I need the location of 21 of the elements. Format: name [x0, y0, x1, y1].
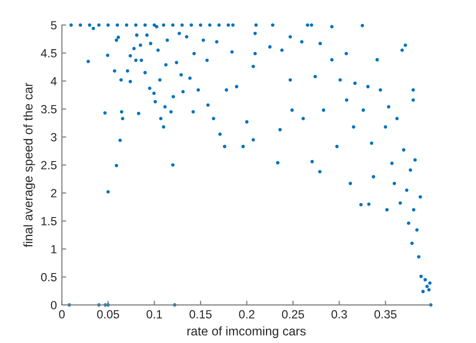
x-tick-label: 0.25	[282, 310, 304, 318]
y-tick-label: 2	[51, 189, 56, 198]
x-tick-label: 0.1	[146, 310, 162, 318]
x-axis-title: rate of imcoming cars	[187, 326, 306, 338]
y-tick-label: 1	[51, 245, 56, 254]
x-tick-label: 0.15	[190, 310, 212, 318]
y-tick-label: 1.5	[42, 217, 57, 226]
y-tick-label: 4	[50, 77, 57, 86]
x-tick-label: 0.3	[332, 310, 347, 318]
y-tick-label: 3	[50, 133, 56, 142]
y-tick-label: 0.5	[41, 272, 57, 282]
y-axis-title: final average speed of the car	[23, 82, 36, 248]
y-tick-label: 5	[50, 21, 57, 30]
x-tick-label: 0.05	[97, 310, 120, 318]
y-tick-label: 3.5	[41, 105, 57, 114]
y-tick-label: 4.5	[40, 49, 57, 58]
y-tick-label: 0	[50, 300, 57, 310]
x-tick-label: 0	[59, 310, 65, 318]
x-tick-label: 0.35	[374, 310, 396, 318]
y-tick-label: 2.5	[41, 161, 57, 170]
x-tick-label: 0.2	[239, 310, 254, 318]
